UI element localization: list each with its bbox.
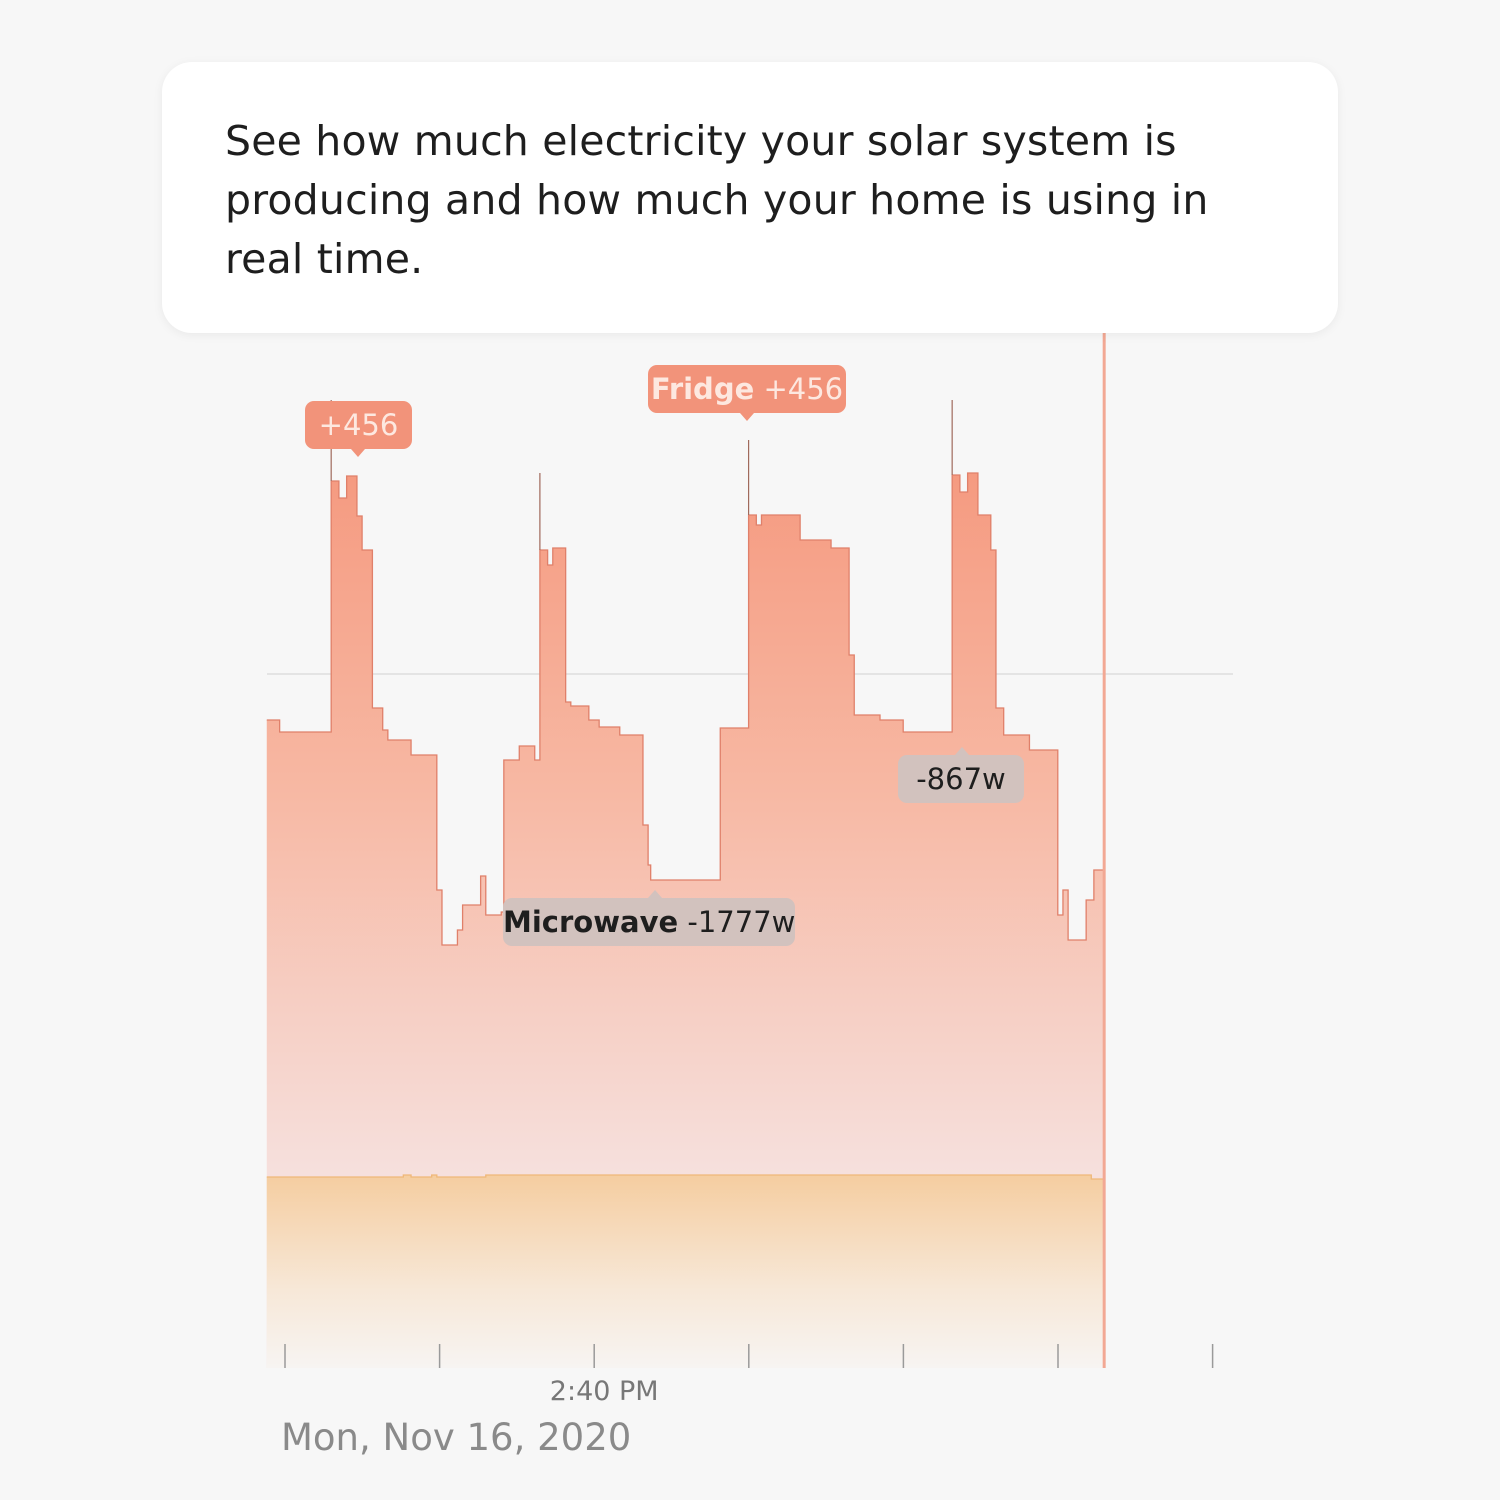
callout-text: See how much electricity your solar syst… (225, 117, 1209, 283)
usage-line (266, 472, 1105, 946)
tooltip-device: Fridge (650, 372, 755, 406)
tooltip-value: +456 (763, 372, 844, 406)
spike-tooltip[interactable]: +456 (305, 401, 412, 457)
x-tick-label: 2:40 PM (549, 1376, 659, 1407)
solar-line (266, 1174, 1105, 1180)
feature-callout: See how much electricity your solar syst… (162, 62, 1338, 333)
tooltip-value: +456 (318, 408, 399, 442)
drop-tooltip[interactable]: -867w (898, 747, 1024, 803)
microwave-tooltip[interactable]: Microwave -1777w (503, 890, 796, 946)
date-label: Mon, Nov 16, 2020 (281, 1416, 632, 1459)
tooltip-value: -867w (916, 762, 1006, 796)
fridge-tooltip[interactable]: Fridge +456 (648, 365, 846, 421)
tooltip-value: -1777w (687, 905, 796, 939)
solar-area (266, 1175, 1105, 1368)
tooltip-device: Microwave (503, 905, 679, 939)
